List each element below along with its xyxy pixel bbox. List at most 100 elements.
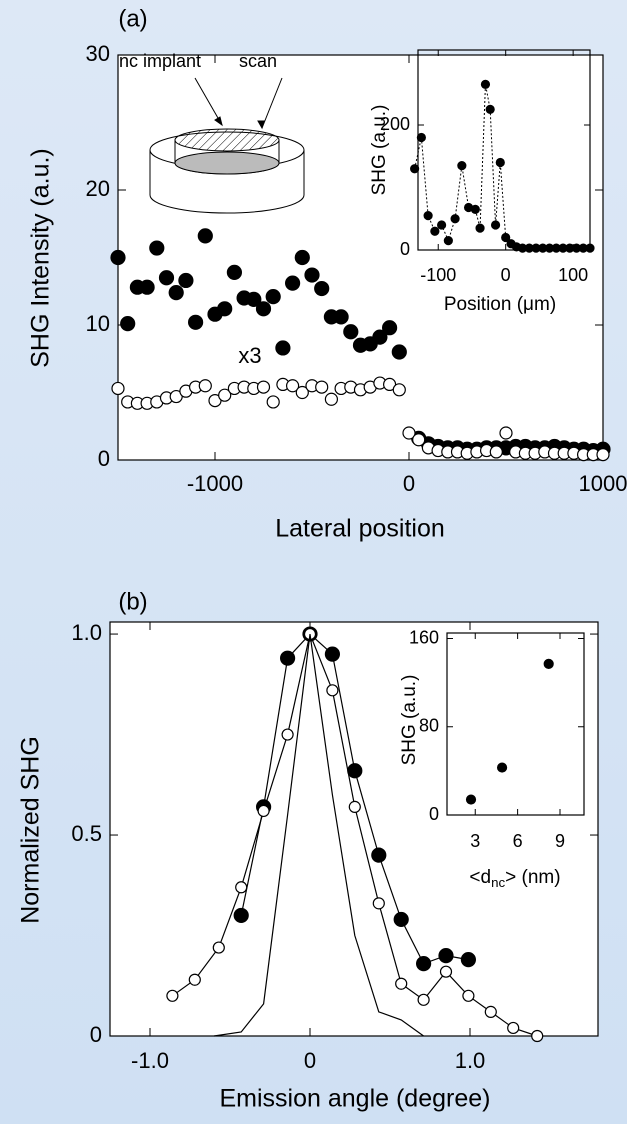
data-point xyxy=(281,728,294,741)
x-axis-label: Lateral position xyxy=(275,515,445,543)
data-point xyxy=(416,956,432,972)
x-tick-label: 100 xyxy=(558,265,588,285)
data-point xyxy=(347,763,363,779)
x-tick-label: -1.0 xyxy=(131,1048,169,1073)
data-point xyxy=(166,989,179,1002)
data-point xyxy=(120,316,136,332)
data-point xyxy=(285,275,301,291)
x-axis-label: Position (μm) xyxy=(444,294,556,315)
data-point xyxy=(596,448,610,462)
data-point xyxy=(265,289,281,305)
annotation: scan xyxy=(239,51,277,71)
data-point xyxy=(417,993,430,1006)
data-point xyxy=(111,381,125,396)
data-point xyxy=(149,240,165,256)
x-tick-label: 1000 xyxy=(579,471,627,496)
data-point xyxy=(410,164,420,174)
data-point xyxy=(393,911,409,928)
data-point xyxy=(275,340,291,356)
plot-area xyxy=(110,622,598,1036)
sample-diagram xyxy=(149,77,305,214)
data-point xyxy=(412,433,426,447)
arrowhead xyxy=(214,116,265,130)
x-tick-label: -1000 xyxy=(187,471,243,496)
data-point xyxy=(423,211,433,221)
data-point xyxy=(489,445,503,459)
data-point xyxy=(395,977,408,990)
data-point xyxy=(391,344,407,360)
data-point xyxy=(246,291,262,307)
data-point xyxy=(490,220,501,230)
data-point xyxy=(470,204,480,214)
data-point xyxy=(295,385,309,400)
data-point xyxy=(218,388,232,402)
data-point xyxy=(460,952,476,968)
y-axis-label: SHG Intensity (a.u.) xyxy=(27,148,55,368)
data-point xyxy=(286,379,300,393)
data-point xyxy=(212,941,225,954)
x-axis-label: Emission angle (degree) xyxy=(220,1085,491,1113)
data-point xyxy=(507,1021,520,1035)
data-point xyxy=(392,383,406,397)
implant-bottom xyxy=(174,151,280,175)
x-axis-label-part: > (nm) xyxy=(505,867,560,888)
x-tick-label: 0 xyxy=(403,471,415,496)
data-point xyxy=(217,301,233,317)
plot-frame xyxy=(109,621,599,1037)
y-tick-label: 160 xyxy=(409,627,439,647)
data-point xyxy=(198,379,212,393)
data-point xyxy=(188,314,204,330)
data-point xyxy=(257,804,270,818)
data-point xyxy=(475,223,485,233)
data-point xyxy=(226,264,242,280)
x-tick-label: 0 xyxy=(304,1048,316,1073)
x-tick-label: 1.0 xyxy=(455,1048,486,1073)
data-point xyxy=(326,684,339,697)
x-axis-label: <dnc> (nm) xyxy=(469,867,560,890)
data-point xyxy=(266,395,280,409)
y-tick-label: 0 xyxy=(90,1022,102,1047)
panel-label: (b) xyxy=(118,588,147,615)
data-point xyxy=(402,426,416,440)
data-point xyxy=(294,249,310,266)
data-point xyxy=(531,1029,544,1043)
data-point xyxy=(324,646,340,662)
data-point xyxy=(485,104,495,114)
data-point xyxy=(178,272,194,289)
data-point xyxy=(416,132,426,143)
data-point xyxy=(430,226,440,236)
data-point xyxy=(110,249,126,266)
arrow xyxy=(261,77,283,129)
data-point xyxy=(495,157,505,168)
data-point xyxy=(343,324,359,340)
data-point xyxy=(480,79,491,89)
x-axis-label-part: nc xyxy=(491,875,505,890)
data-point xyxy=(255,301,272,317)
data-point xyxy=(499,426,513,440)
plot-frame xyxy=(417,49,591,251)
implant-top xyxy=(174,128,280,152)
data-point xyxy=(439,965,453,978)
y-tick-label: 10 xyxy=(86,311,110,336)
data-point xyxy=(304,267,320,283)
data-point xyxy=(256,380,271,394)
data-point xyxy=(197,228,213,244)
data-point xyxy=(372,329,388,345)
y-tick-label: 80 xyxy=(419,716,439,736)
y-axis-label: SHG (a.u.) xyxy=(399,675,420,766)
data-point xyxy=(158,270,175,286)
arrow xyxy=(194,77,223,126)
x-tick-label: 9 xyxy=(555,831,565,851)
data-point xyxy=(324,392,338,406)
data-point xyxy=(438,948,454,964)
x-tick-label: 3 xyxy=(470,831,480,851)
data-point xyxy=(371,847,387,863)
y-tick-label: 1.0 xyxy=(71,620,102,645)
series-line xyxy=(213,633,424,1037)
y-tick-label: 0 xyxy=(98,446,110,471)
y-tick-label: 0.5 xyxy=(71,821,102,846)
y-tick-label: 0 xyxy=(429,804,439,824)
plot-area xyxy=(118,55,603,460)
data-point xyxy=(333,309,349,325)
